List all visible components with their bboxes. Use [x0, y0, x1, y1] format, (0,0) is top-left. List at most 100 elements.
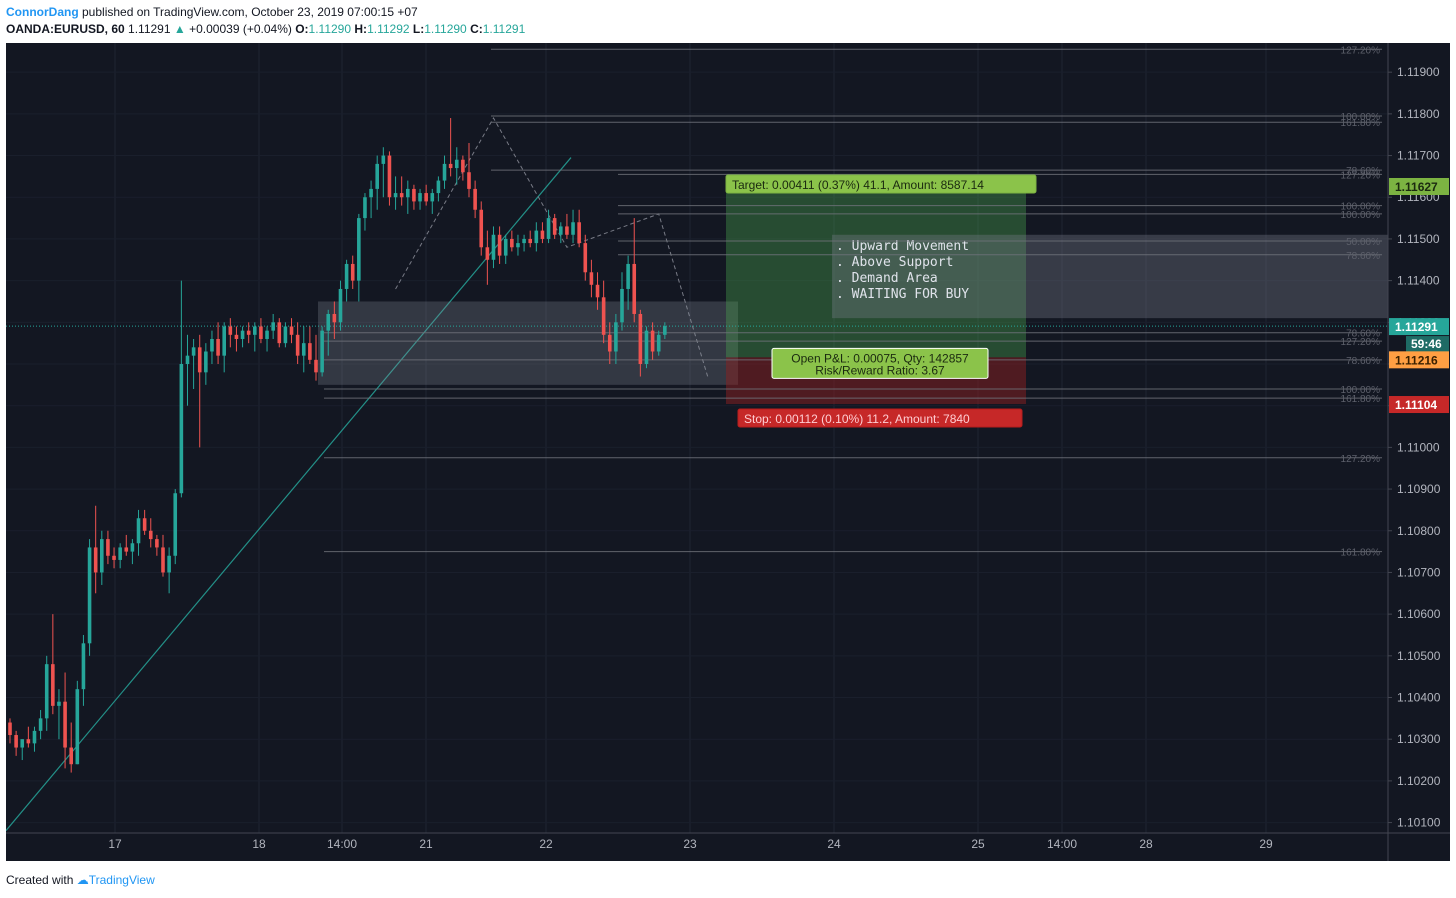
candle-body [332, 313, 337, 323]
candle-body [234, 334, 239, 339]
candle [222, 322, 226, 373]
candle-body [301, 343, 306, 356]
candle [650, 322, 655, 360]
candle [93, 505, 98, 594]
candle [338, 280, 343, 331]
candle [87, 539, 92, 656]
candle [393, 176, 398, 210]
candle [271, 313, 275, 339]
candle [663, 322, 667, 339]
candle-body [595, 284, 600, 298]
candle [461, 155, 465, 181]
low-label: L: [412, 22, 425, 36]
candle [308, 326, 312, 365]
time-tick-label: 28 [1139, 837, 1153, 851]
candle-body [87, 547, 92, 644]
candle [100, 530, 104, 585]
candle [240, 326, 245, 348]
candle [216, 322, 220, 365]
candle [277, 318, 282, 348]
candle [510, 230, 514, 252]
candle [399, 176, 404, 206]
candle [289, 318, 294, 344]
candle-body [216, 338, 220, 356]
price-change: +0.00039 (+0.04%) [189, 22, 292, 36]
candle [253, 322, 257, 352]
candle [559, 222, 563, 244]
candle-body [571, 222, 575, 235]
candle [57, 689, 61, 740]
candle-body [638, 313, 643, 365]
candle [614, 313, 618, 365]
price-tick-label: 1.10200 [1397, 774, 1441, 788]
candle [148, 518, 153, 548]
fib-levels: 127.20%100.00%161.80%78.60%127.20%100.00… [6, 45, 1388, 559]
close-value: 1.11291 [482, 22, 526, 36]
created-with-text: Created with [6, 873, 74, 887]
stop-price-badge-bg [1389, 396, 1449, 414]
author-name[interactable]: ConnorDang [6, 5, 79, 19]
candles [8, 118, 667, 773]
candle-body [601, 297, 606, 335]
trend-line [6, 157, 572, 831]
note-line: . Above Support [836, 255, 953, 270]
candle [326, 309, 331, 356]
stop-label: Stop: 0.00112 (0.10%) 11.2, Amount: 7840 [744, 412, 970, 426]
candle [467, 143, 471, 198]
candle-body [142, 518, 147, 531]
candle-body [424, 193, 428, 202]
candle-body [161, 547, 165, 573]
price-tick-label: 1.11700 [1397, 149, 1440, 163]
candle-body [130, 543, 135, 552]
candle-body [393, 193, 398, 198]
candle-body [565, 226, 569, 235]
candle [369, 180, 373, 219]
candle-body [326, 313, 331, 331]
countdown-bg [1406, 336, 1449, 353]
price-tick-label: 1.11000 [1397, 440, 1440, 454]
candle-body [240, 330, 245, 339]
target-price-badge-bg [1389, 177, 1449, 195]
candle [106, 530, 110, 565]
candle [44, 655, 49, 731]
candle-body [228, 326, 233, 335]
price-tick-label: 1.10400 [1397, 691, 1441, 705]
tradingview-link[interactable]: TradingView [88, 873, 155, 887]
candle [522, 234, 526, 252]
candle [381, 147, 386, 198]
candle [571, 209, 575, 244]
candle-body [75, 689, 80, 765]
candle [589, 259, 594, 298]
candle [8, 718, 12, 744]
candle-body [63, 701, 67, 748]
time-tick-label: 29 [1259, 837, 1273, 851]
candle [583, 234, 588, 281]
candle [418, 188, 422, 210]
candle [118, 543, 122, 569]
candle-body [473, 188, 477, 210]
entry-price-badge: 1.11216 [1395, 353, 1438, 367]
candle-body [644, 330, 649, 365]
candle-body [112, 555, 116, 560]
note-line: . Upward Movement [836, 239, 969, 254]
open-label: O: [295, 22, 309, 36]
fib-label: 50.00% [1346, 237, 1380, 248]
candle-body [503, 238, 508, 256]
candle-body [173, 493, 178, 556]
countdown-label: 59:46 [1411, 337, 1442, 351]
candle [136, 509, 141, 556]
candle-body [442, 163, 447, 181]
candle [473, 180, 477, 219]
candle-body [589, 272, 594, 285]
candle-body [253, 326, 257, 335]
candle-body [14, 735, 18, 748]
candle-body [26, 739, 31, 744]
price-chart[interactable]: . Upward Movement. Above Support. Demand… [6, 43, 1450, 861]
price-tick-label: 1.11400 [1397, 274, 1440, 288]
time-tick-label: 18 [252, 837, 266, 851]
candle-body [136, 518, 141, 544]
candle-body [626, 263, 630, 289]
fib-label: 127.20% [1341, 454, 1381, 465]
time-tick-label: 14:00 [1047, 837, 1077, 851]
candle-body [614, 322, 618, 352]
